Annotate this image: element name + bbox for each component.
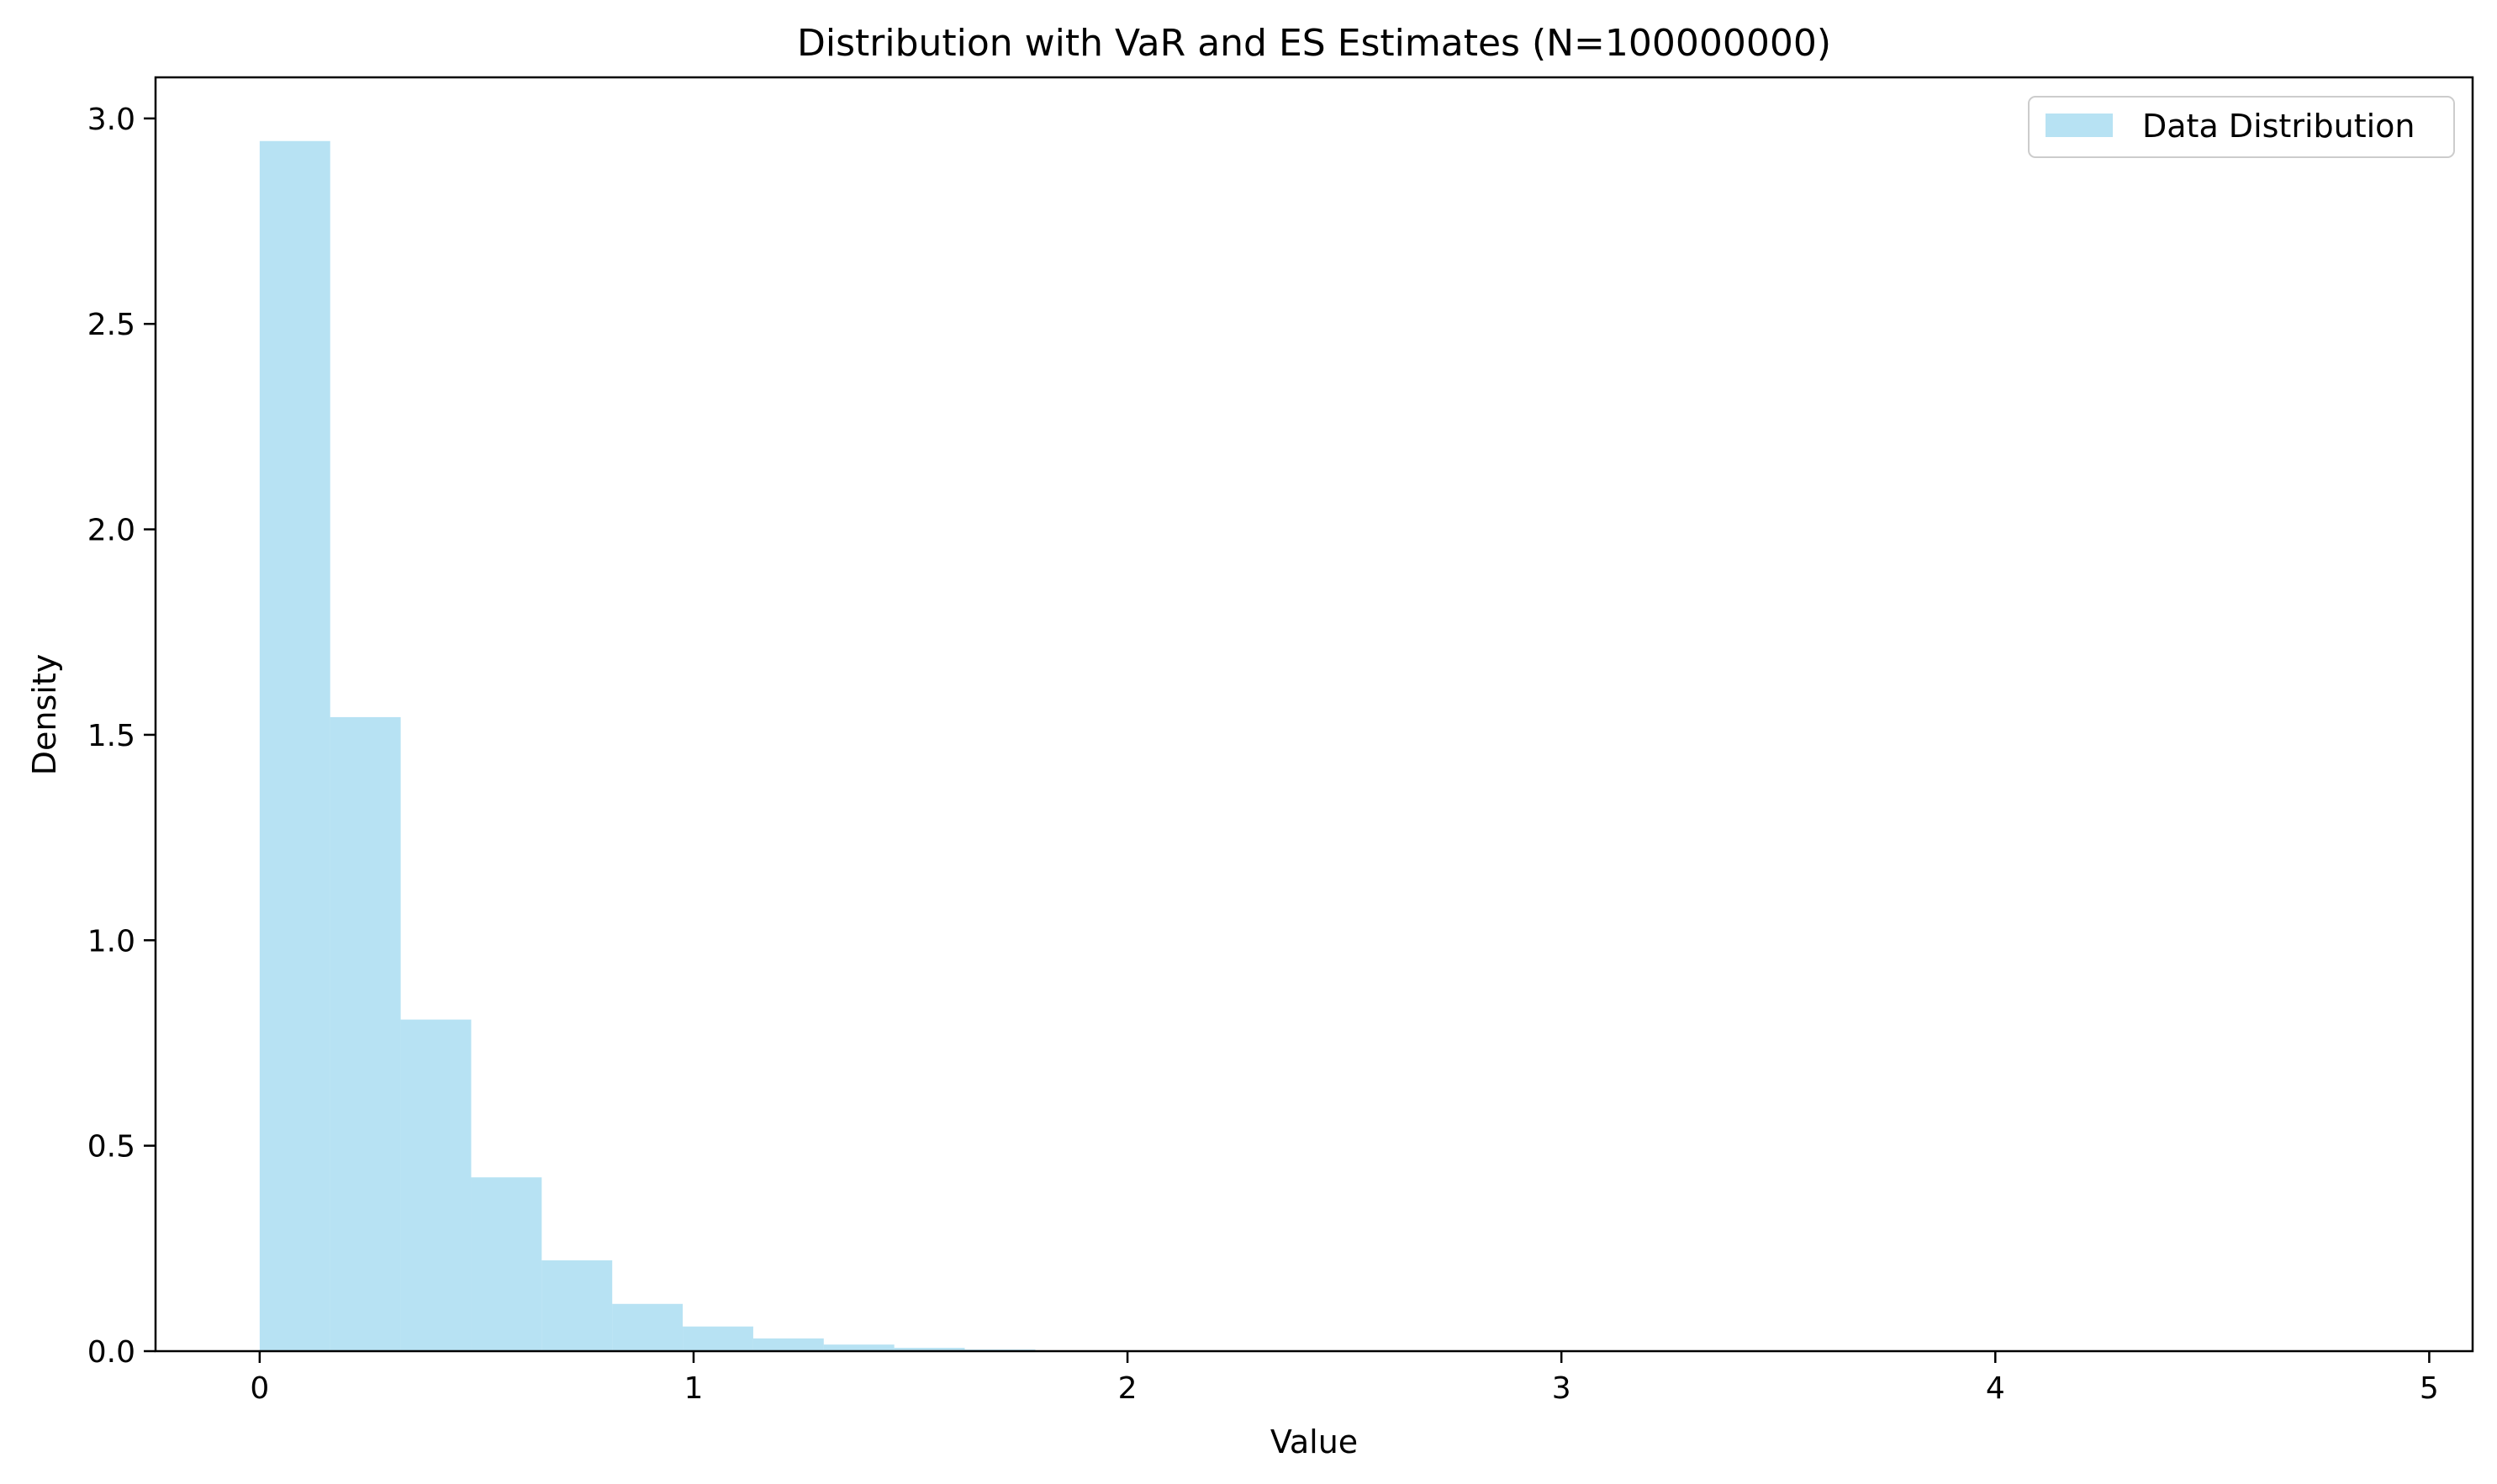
plot-area-frame [154, 76, 2474, 1353]
histogram-bar [541, 1260, 613, 1351]
x-tick-label: 2 [1118, 1371, 1138, 1406]
y-tick-label: 0.0 [87, 1335, 135, 1370]
y-tick-label: 1.0 [87, 924, 135, 959]
y-tick-label: 0.5 [87, 1130, 135, 1164]
legend-label-data-distribution: Data Distribution [2142, 108, 2415, 145]
legend-frame [2028, 96, 2455, 158]
legend: Data Distribution [2028, 96, 2455, 158]
y-tick-label: 2.0 [87, 514, 135, 548]
histogram-bar [330, 716, 401, 1351]
x-tick-label: 5 [2420, 1371, 2439, 1406]
x-axis-label: Value [1270, 1423, 1358, 1460]
x-tick-label: 4 [1986, 1371, 2005, 1406]
y-tick-label: 2.5 [87, 308, 135, 342]
x-tick-label: 1 [684, 1371, 704, 1406]
histogram-bar [471, 1177, 542, 1351]
x-axis-ticks: 0 1 2 3 4 5 [250, 1351, 2439, 1406]
y-axis-label: Density [26, 654, 63, 775]
chart-title: Distribution with VaR and ES Estimates (… [797, 22, 1831, 65]
histogram-bar [752, 1338, 824, 1351]
histogram-bars [259, 140, 1317, 1351]
legend-swatch [2046, 114, 2113, 137]
x-tick-label: 3 [1552, 1371, 1571, 1406]
histogram-bar [612, 1303, 684, 1351]
x-tick-label: 0 [250, 1371, 269, 1406]
histogram-bar [400, 1019, 472, 1351]
y-axis-ticks: 0.0 0.5 1.0 1.5 2.0 2.5 3.0 [87, 103, 156, 1370]
histogram-bar [894, 1348, 965, 1351]
y-tick-label: 1.5 [87, 719, 135, 753]
y-tick-label: 3.0 [87, 103, 135, 137]
histogram-bar [683, 1326, 753, 1351]
histogram-bar [823, 1344, 895, 1351]
histogram-bar [259, 140, 330, 1351]
